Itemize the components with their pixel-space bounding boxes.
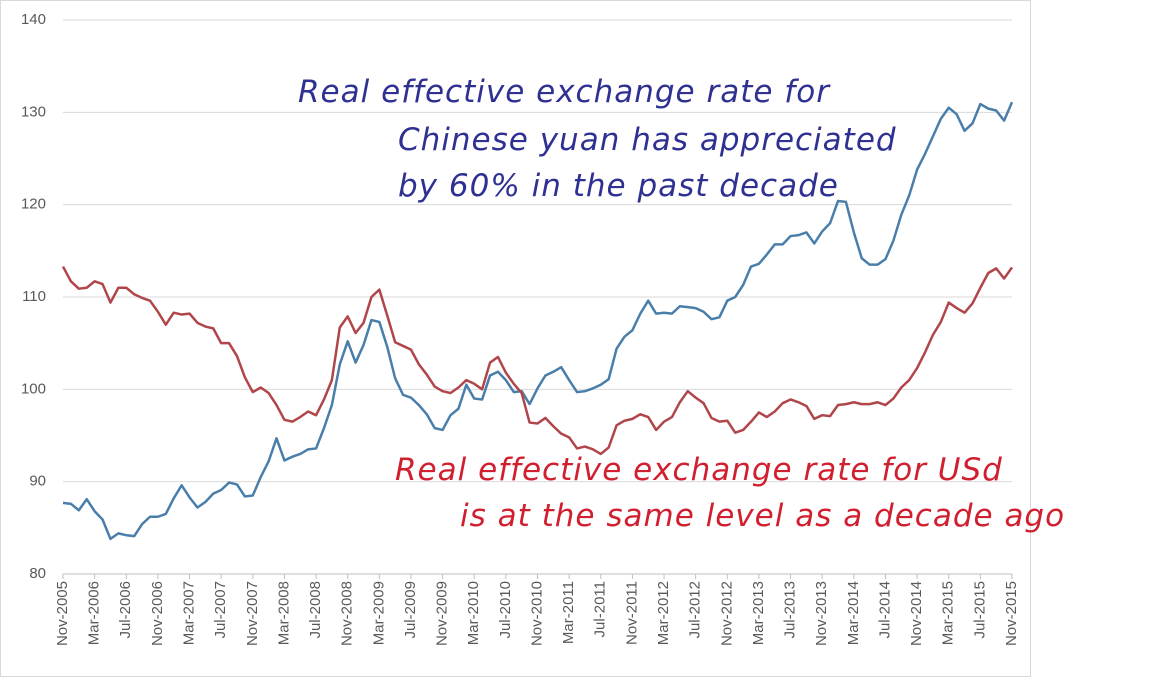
y-tick-label: 110 <box>22 288 46 305</box>
x-tick-label: Nov-2008 <box>339 581 356 646</box>
x-tick-label: Nov-2013 <box>813 581 830 646</box>
x-tick-label: Nov-2014 <box>908 581 925 646</box>
x-tick-label: Mar-2010 <box>465 581 482 645</box>
x-tick-label: Jul-2012 <box>687 581 704 639</box>
x-tick-label: Mar-2009 <box>370 581 387 645</box>
series-line <box>62 101 1014 541</box>
y-tick-label: 120 <box>21 196 46 213</box>
x-tick-label: Jul-2013 <box>782 581 799 639</box>
x-tick-label: Jul-2010 <box>497 581 514 639</box>
x-tick-label: Mar-2012 <box>655 581 672 645</box>
x-tick-label: Jul-2015 <box>971 581 988 639</box>
x-tick-label: Jul-2008 <box>307 581 324 639</box>
y-tick-label: 80 <box>29 565 46 582</box>
x-tick-label: Nov-2015 <box>1003 581 1020 646</box>
x-tick-label: Mar-2014 <box>845 581 862 645</box>
x-tick-label: Nov-2007 <box>244 581 261 646</box>
y-tick-label: 90 <box>29 473 46 490</box>
x-tick-label: Jul-2011 <box>592 581 609 637</box>
x-tick-label: Nov-2005 <box>54 581 71 646</box>
annotation: Real effective exchange rate for USd <box>395 452 1003 488</box>
y-tick-label: 130 <box>21 103 46 120</box>
annotation: by 60% in the past decade <box>398 168 839 204</box>
x-tick-label: Nov-2009 <box>434 581 451 646</box>
x-tick-label: Nov-2006 <box>149 581 166 646</box>
x-tick-label: Jul-2007 <box>212 581 229 639</box>
x-tick-label: Nov-2010 <box>528 581 545 646</box>
x-tick-label: Mar-2013 <box>750 581 767 645</box>
y-tick-label: 100 <box>21 380 46 397</box>
x-tick-label: Jul-2006 <box>117 581 134 639</box>
x-tick-label: Mar-2006 <box>86 581 103 645</box>
x-tick-label: Nov-2012 <box>718 581 735 646</box>
annotation: is at the same level as a decade ago <box>460 498 1065 534</box>
x-tick-label: Jul-2014 <box>876 581 893 639</box>
x-tick-label: Mar-2007 <box>181 581 198 645</box>
annotation: Real effective exchange rate for <box>298 74 831 110</box>
x-tick-label: Mar-2015 <box>940 581 957 645</box>
chart-frame <box>0 0 1031 677</box>
x-tick-label: Mar-2011 <box>560 581 577 644</box>
annotation: Chinese yuan has appreciated <box>398 122 897 158</box>
x-tick-label: Mar-2008 <box>275 581 292 645</box>
y-tick-label: 140 <box>21 11 46 28</box>
x-tick-label: Nov-2011 <box>623 581 640 645</box>
x-tick-label: Jul-2009 <box>402 581 419 639</box>
series-line <box>61 265 1014 456</box>
